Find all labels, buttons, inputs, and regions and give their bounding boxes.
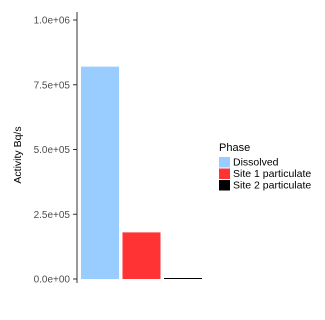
bars (81, 66, 202, 280)
legend-key (219, 168, 230, 179)
y-tick-label: 2.5e+05 (34, 210, 71, 221)
legend-title: Phase (219, 142, 250, 154)
bar-site-2-particulate (164, 278, 202, 279)
y-tick-label: 7.5e+05 (34, 80, 71, 91)
legend-key (219, 180, 230, 191)
legend-label: Dissolved (233, 157, 279, 169)
bar-dissolved (81, 66, 119, 280)
legend-label: Site 2 particulate (233, 180, 311, 192)
legend-label: Site 1 particulate (233, 168, 311, 180)
y-axis: 0.0e+00 2.5e+05 5.0e+05 7.5e+05 1.0e+06 (34, 12, 78, 286)
y-tick-label: 0.0e+00 (34, 275, 71, 286)
bar-site-1-particulate (122, 232, 161, 279)
legend-key (219, 157, 230, 168)
y-tick-label: 1.0e+06 (34, 16, 71, 27)
y-axis-title: Activity Bq/s (12, 126, 24, 183)
y-tick-label: 5.0e+05 (34, 145, 71, 156)
y-ticks: 0.0e+00 2.5e+05 5.0e+05 7.5e+05 1.0e+06 (34, 16, 77, 286)
